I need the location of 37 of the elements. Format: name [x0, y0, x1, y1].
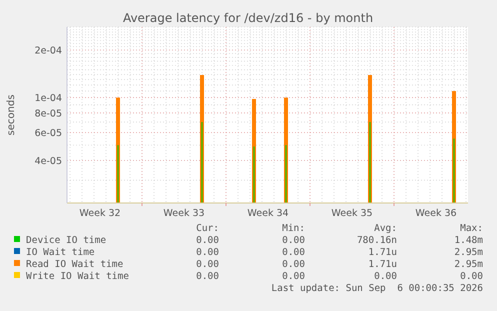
y-tick-label: 8e-05	[34, 108, 62, 120]
text: 2.95m	[454, 259, 484, 270]
text: 0.00	[374, 271, 398, 282]
text: 0.00	[282, 259, 306, 270]
text: 2.95m	[454, 247, 484, 258]
text: Max:	[460, 223, 483, 234]
text: 0.00	[196, 259, 220, 270]
legend-label: IO Wait time	[26, 247, 95, 258]
y-tick-label: 1e-04	[34, 93, 62, 104]
text: 780.16n	[356, 235, 397, 246]
x-tick-label: Week 35	[331, 208, 373, 219]
text: Last update: Sun Sep 6 00:00:35 2026	[271, 283, 484, 294]
text: Avg:	[374, 223, 397, 234]
y-tick-label: 6e-05	[34, 128, 62, 140]
text: Min:	[282, 223, 305, 234]
text: 0.00	[282, 235, 306, 246]
legend-label: Read IO Wait time	[26, 259, 124, 270]
chart-title: Average latency for /dev/zd16 - by month	[122, 11, 374, 25]
x-tick-label: Week 36	[415, 208, 457, 219]
y-axis-title: seconds	[6, 94, 17, 136]
text: 0.00	[282, 247, 306, 258]
text: 0.00	[196, 271, 220, 282]
text: 0.00	[460, 271, 484, 282]
y-tick-label: 4e-05	[34, 156, 62, 167]
text: Cur:	[196, 223, 219, 234]
legend-label: Device IO time	[26, 235, 106, 246]
text: 1.48m	[454, 235, 484, 246]
legend-label: Write IO Wait time	[26, 271, 130, 282]
text: 0.00	[282, 271, 306, 282]
text: 1.71u	[368, 259, 397, 270]
y-tick-label: 2e-04	[34, 46, 62, 57]
text: 0.00	[196, 235, 220, 246]
x-tick-label: Week 32	[79, 208, 121, 219]
x-tick-label: Week 34	[247, 208, 289, 219]
text: 0.00	[196, 247, 220, 258]
text: 1.71u	[368, 247, 397, 258]
x-tick-label: Week 33	[163, 208, 205, 219]
